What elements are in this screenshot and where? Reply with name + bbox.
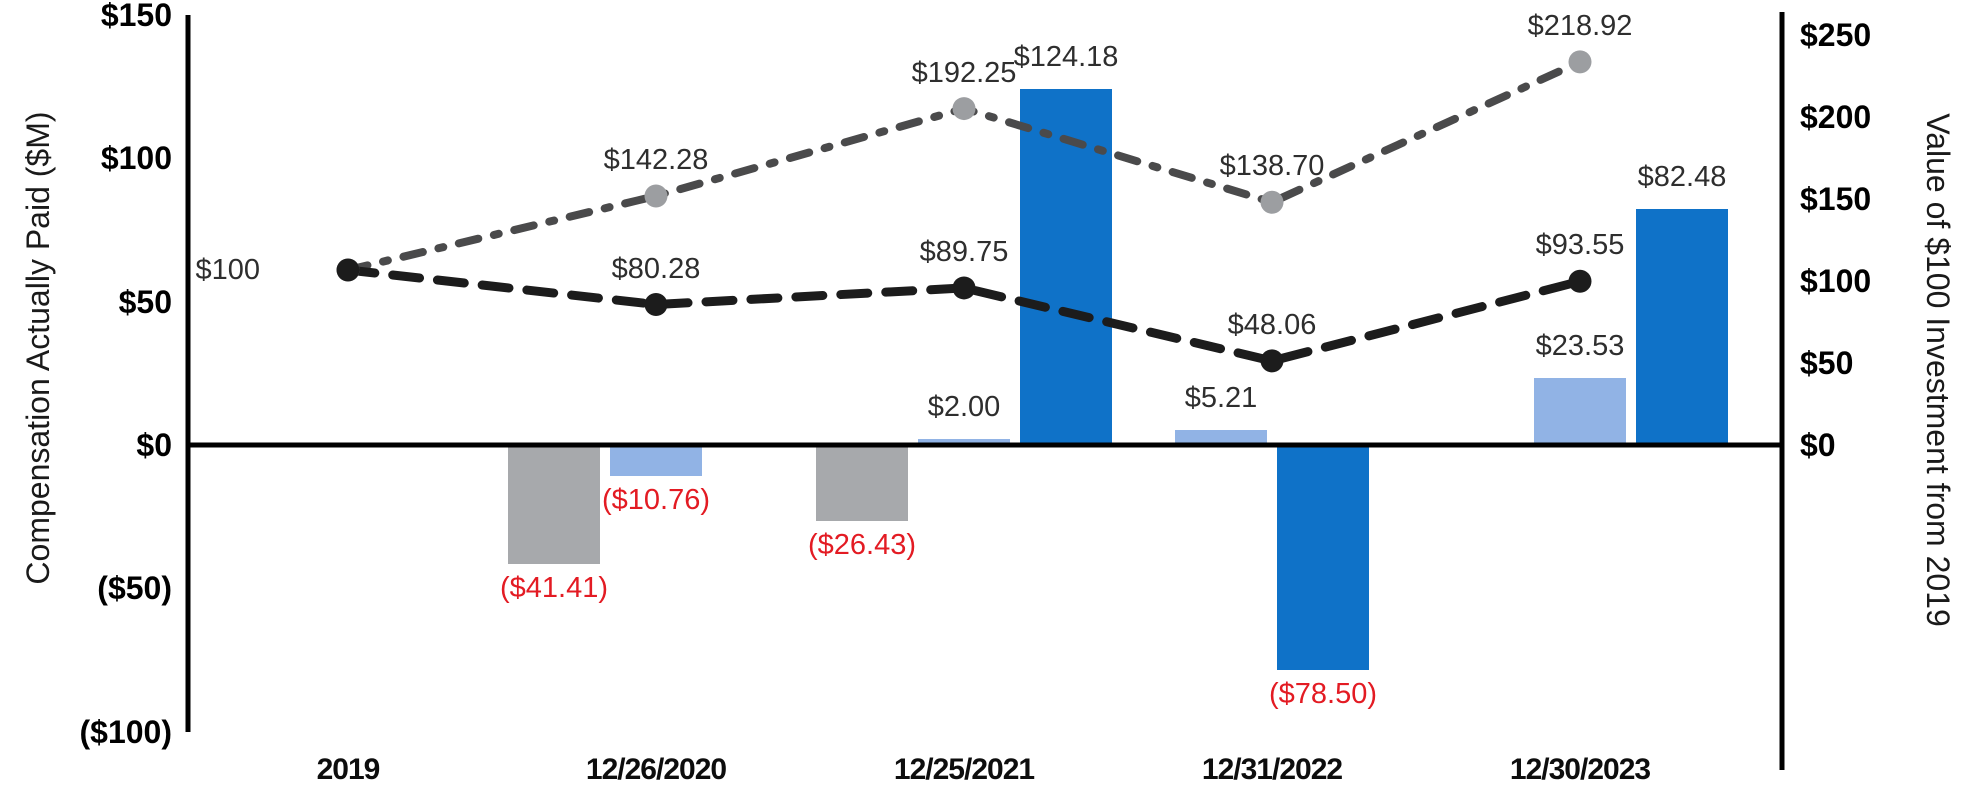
bar-value-label: ($41.41) <box>499 571 608 604</box>
x-axis-label: 12/31/2022 <box>1201 753 1343 786</box>
x-axis-label: 12/25/2021 <box>893 753 1035 786</box>
left-axis-tick: $100 <box>100 140 172 177</box>
right-axis-tick: $50 <box>1800 345 1854 381</box>
bar-value-label: $2.00 <box>927 391 1001 424</box>
line-point-label: $100 <box>195 254 260 286</box>
left-axis-tick: $0 <box>136 427 172 463</box>
bar-value-label: ($26.43) <box>807 528 916 561</box>
line-marker-index-line-1 <box>644 184 668 208</box>
bar-light-blue-bars-1 <box>610 445 702 476</box>
bar-dark-blue-bars-4 <box>1636 208 1728 445</box>
bar-value-label: ($10.76) <box>601 483 710 516</box>
left-axis-tick: $150 <box>100 0 172 33</box>
zero-baseline <box>185 442 1785 448</box>
left-axis-line <box>185 15 191 732</box>
line-point-label: $93.55 <box>1535 229 1625 262</box>
bar-value-label: $5.21 <box>1184 382 1258 415</box>
line-marker-cap-line-1 <box>644 293 668 317</box>
line-point-label: $142.28 <box>603 144 709 176</box>
x-axis-label: 2019 <box>316 753 381 786</box>
line-point-label: $89.75 <box>919 235 1009 268</box>
bar-dark-blue-bars-3 <box>1277 445 1369 671</box>
right-axis-tick: $250 <box>1800 17 1872 53</box>
left-axis-tick: ($50) <box>97 570 172 607</box>
bar-gray-bars-1 <box>508 445 600 564</box>
line-point-label: $48.06 <box>1227 308 1317 341</box>
bar-value-label: $23.53 <box>1535 329 1625 362</box>
trend-cap-line <box>343 265 1585 366</box>
right-axis-tick: $200 <box>1800 99 1872 135</box>
line-marker-index-line-2 <box>952 97 976 121</box>
bar-light-blue-bars-4 <box>1534 377 1626 445</box>
x-axis-label: 12/26/2020 <box>585 753 727 786</box>
right-axis-line <box>1779 12 1785 770</box>
line-point-label: $218.92 <box>1527 9 1633 42</box>
line-point-label: $138.70 <box>1219 150 1325 183</box>
line-marker-cap-line-3 <box>1260 349 1284 373</box>
right-axis-tick: $0 <box>1800 427 1836 463</box>
line-point-label: $192.25 <box>911 56 1017 89</box>
right-axis-tick: $100 <box>1800 263 1872 299</box>
left-axis-tick: $50 <box>118 283 172 320</box>
right-axis-tick: $150 <box>1800 181 1872 217</box>
bar-light-blue-bars-3 <box>1175 430 1267 445</box>
bar-value-label: $82.48 <box>1637 160 1727 193</box>
left-axis-tick: ($100) <box>79 713 173 750</box>
x-axis-label: 12/30/2023 <box>1509 753 1651 786</box>
line-marker-cap-line-4 <box>1568 269 1592 293</box>
line-marker-cap-line-2 <box>952 276 976 300</box>
bar-value-label: ($78.50) <box>1268 678 1377 711</box>
line-marker-index-line-3 <box>1260 190 1284 214</box>
bar-gray-bars-2 <box>816 445 908 521</box>
bar-light-blue-bars-2 <box>918 439 1010 445</box>
line-marker-index-line-4 <box>1568 50 1592 74</box>
line-point-label: $80.28 <box>611 252 701 285</box>
bar-value-label: $124.18 <box>1013 41 1119 73</box>
line-marker-cap-line-0 <box>336 258 360 282</box>
